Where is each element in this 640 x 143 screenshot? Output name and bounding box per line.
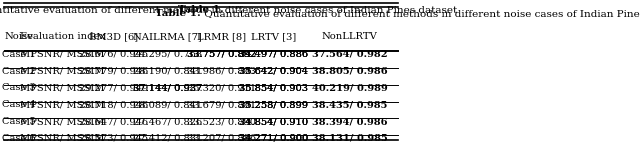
- Text: 35.258/ 0.899: 35.258/ 0.899: [239, 100, 308, 109]
- Text: MPSNR/ MSSIM: MPSNR/ MSSIM: [20, 67, 104, 76]
- Text: 34.854/ 0.910: 34.854/ 0.910: [239, 117, 308, 126]
- Text: 35.854/ 0.903: 35.854/ 0.903: [239, 83, 308, 92]
- Text: MPSNR/ MSSIM: MPSNR/ MSSIM: [20, 134, 104, 143]
- Text: Table 1.: Table 1.: [155, 9, 201, 18]
- Text: 34.497/ 0.886: 34.497/ 0.886: [239, 50, 308, 59]
- Text: 37.144/ 0.937: 37.144/ 0.937: [133, 83, 203, 92]
- Text: 38.435/ 0.985: 38.435/ 0.985: [312, 100, 387, 109]
- Text: 34.854/ 0.910: 34.854/ 0.910: [239, 117, 308, 126]
- Text: Case 1: Case 1: [3, 50, 36, 59]
- Text: 34.497/ 0.886: 34.497/ 0.886: [239, 50, 308, 59]
- Text: 33.523/ 0.890: 33.523/ 0.890: [188, 117, 256, 126]
- Text: Case 2: Case 2: [3, 67, 36, 76]
- Text: 34.271/ 0.900: 34.271/ 0.900: [239, 134, 308, 143]
- Text: 35.258/ 0.899: 35.258/ 0.899: [239, 100, 308, 109]
- Text: Evaluation index: Evaluation index: [20, 32, 105, 41]
- Text: 38.805/ 0.986: 38.805/ 0.986: [312, 67, 387, 76]
- Text: 35.642/ 0.904: 35.642/ 0.904: [239, 67, 308, 76]
- Text: 34.854/ 0.910: 34.854/ 0.910: [239, 117, 308, 126]
- Text: 34.497/ 0.886: 34.497/ 0.886: [239, 50, 308, 59]
- Text: 33.679/ 0.891: 33.679/ 0.891: [187, 100, 257, 109]
- Text: 35.258/ 0.899: 35.258/ 0.899: [239, 100, 308, 109]
- Text: MPSNR/ MSSIM: MPSNR/ MSSIM: [20, 83, 104, 92]
- Text: 35.854/ 0.903: 35.854/ 0.903: [239, 83, 308, 92]
- Text: 35.642/ 0.904: 35.642/ 0.904: [239, 67, 308, 76]
- Text: 28.647/ 0.946: 28.647/ 0.946: [79, 117, 148, 126]
- Text: NonLLRTV: NonLLRTV: [321, 32, 378, 41]
- Text: Table 1.: Table 1.: [178, 5, 224, 14]
- Text: 33.986/ 0.893: 33.986/ 0.893: [188, 67, 256, 76]
- Text: Quantitative evaluation of different methods in different noise cases of Indian : Quantitative evaluation of different met…: [0, 5, 457, 14]
- Text: Case 4: Case 4: [3, 100, 36, 109]
- Text: 27.467/ 0.826: 27.467/ 0.826: [133, 117, 202, 126]
- Text: 38.131/ 0.985: 38.131/ 0.985: [312, 134, 387, 143]
- Text: 28.676/ 0.945: 28.676/ 0.945: [79, 50, 148, 59]
- Text: 28.779/ 0.946: 28.779/ 0.946: [79, 67, 148, 76]
- Text: 29.277/ 0.949: 29.277/ 0.949: [79, 83, 148, 92]
- Text: BM3D [6]: BM3D [6]: [89, 32, 138, 41]
- Text: 37.144/ 0.937: 37.144/ 0.937: [133, 83, 203, 92]
- Text: 28.718/ 0.946: 28.718/ 0.946: [79, 100, 148, 109]
- Text: 33.757/ 0.892: 33.757/ 0.892: [187, 50, 257, 59]
- Text: 35.642/ 0.904: 35.642/ 0.904: [239, 67, 308, 76]
- Text: LRTV [3]: LRTV [3]: [251, 32, 296, 41]
- Text: Noise: Noise: [4, 32, 34, 41]
- Text: 24.295/ 0.768: 24.295/ 0.768: [133, 50, 202, 59]
- Text: 33.207/ 0.886: 33.207/ 0.886: [188, 134, 257, 143]
- Text: 35.854/ 0.903: 35.854/ 0.903: [239, 83, 308, 92]
- Text: Case 6: Case 6: [3, 134, 36, 143]
- Text: NAILRMA [7]: NAILRMA [7]: [134, 32, 202, 41]
- Text: 34.271/ 0.900: 34.271/ 0.900: [239, 134, 308, 143]
- Text: 38.394/ 0.986: 38.394/ 0.986: [312, 117, 387, 126]
- Text: LRMR [8]: LRMR [8]: [197, 32, 246, 41]
- Text: 35.320/ 0.911: 35.320/ 0.911: [187, 83, 257, 92]
- Text: 40.219/ 0.989: 40.219/ 0.989: [312, 83, 387, 92]
- Text: 28.089/ 0.841: 28.089/ 0.841: [133, 100, 202, 109]
- Text: Quantitative evaluation of different methods in different noise cases of Indian : Quantitative evaluation of different met…: [201, 9, 640, 18]
- Text: 33.757/ 0.892: 33.757/ 0.892: [187, 50, 257, 59]
- Text: MPSNR/ MSSIM: MPSNR/ MSSIM: [20, 50, 104, 59]
- Text: MPSNR/ MSSIM: MPSNR/ MSSIM: [20, 117, 104, 126]
- Text: MPSNR/ MSSIM: MPSNR/ MSSIM: [20, 100, 104, 109]
- Text: 34.271/ 0.900: 34.271/ 0.900: [239, 134, 308, 143]
- Text: 28.573/ 0.945: 28.573/ 0.945: [79, 134, 148, 143]
- Text: 28.190/ 0.841: 28.190/ 0.841: [133, 67, 202, 76]
- Text: 33.757/ 0.892: 33.757/ 0.892: [187, 50, 257, 59]
- Text: 27.412/ 0.831: 27.412/ 0.831: [133, 134, 203, 143]
- Text: 37.564/ 0.982: 37.564/ 0.982: [312, 50, 387, 59]
- Text: Case 3: Case 3: [3, 83, 36, 92]
- Text: 37.144/ 0.937: 37.144/ 0.937: [133, 83, 203, 92]
- Text: Case 5: Case 5: [3, 117, 36, 126]
